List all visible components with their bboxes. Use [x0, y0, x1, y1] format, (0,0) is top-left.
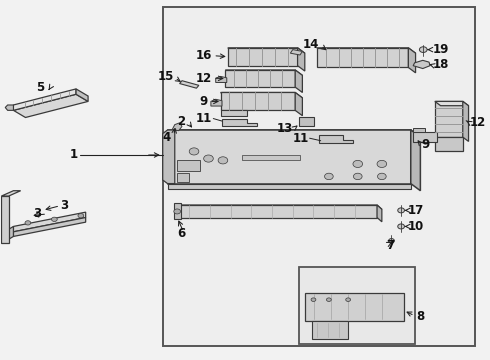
Bar — [163, 8, 475, 346]
Text: 15: 15 — [157, 70, 174, 83]
Circle shape — [326, 298, 331, 301]
Polygon shape — [216, 76, 227, 82]
Text: 10: 10 — [407, 220, 424, 233]
Text: 11: 11 — [196, 112, 212, 125]
Bar — [177, 160, 200, 171]
Circle shape — [218, 157, 228, 164]
Circle shape — [398, 224, 404, 229]
Polygon shape — [222, 118, 257, 126]
Polygon shape — [413, 132, 437, 142]
Polygon shape — [408, 48, 416, 73]
Text: 9: 9 — [421, 138, 430, 151]
Circle shape — [353, 173, 362, 180]
Bar — [299, 117, 315, 126]
Polygon shape — [317, 48, 416, 53]
Circle shape — [311, 298, 316, 301]
Polygon shape — [179, 205, 377, 217]
Bar — [242, 155, 300, 160]
Polygon shape — [13, 94, 88, 117]
Text: 7: 7 — [387, 239, 395, 252]
Polygon shape — [377, 205, 382, 222]
Polygon shape — [175, 130, 420, 137]
Polygon shape — [435, 102, 463, 137]
Text: 18: 18 — [433, 58, 449, 72]
Circle shape — [51, 217, 57, 221]
Polygon shape — [411, 130, 420, 191]
Circle shape — [174, 209, 180, 214]
Circle shape — [377, 160, 387, 167]
Polygon shape — [172, 123, 182, 131]
Circle shape — [398, 208, 404, 213]
Polygon shape — [13, 217, 86, 237]
Text: 6: 6 — [177, 227, 185, 240]
Text: 12: 12 — [469, 116, 486, 129]
Text: 5: 5 — [36, 81, 45, 94]
Polygon shape — [225, 70, 295, 87]
Text: 3: 3 — [60, 198, 68, 212]
Polygon shape — [13, 89, 76, 111]
Circle shape — [25, 221, 31, 225]
Polygon shape — [297, 48, 305, 71]
Text: 11: 11 — [293, 132, 309, 145]
Polygon shape — [228, 48, 297, 66]
Polygon shape — [1, 219, 13, 243]
Polygon shape — [179, 205, 382, 209]
Text: 13: 13 — [277, 122, 293, 135]
Polygon shape — [295, 93, 302, 116]
Polygon shape — [312, 321, 348, 339]
Circle shape — [204, 155, 213, 162]
Text: 17: 17 — [407, 204, 424, 217]
Polygon shape — [435, 137, 463, 152]
Text: 3: 3 — [33, 207, 41, 220]
Polygon shape — [413, 128, 425, 132]
Polygon shape — [13, 212, 86, 232]
Text: 12: 12 — [196, 72, 212, 85]
Polygon shape — [163, 130, 175, 184]
Text: 16: 16 — [196, 49, 212, 62]
Circle shape — [389, 239, 394, 243]
Text: 4: 4 — [163, 131, 171, 144]
Text: 9: 9 — [199, 95, 208, 108]
Polygon shape — [220, 93, 302, 98]
Polygon shape — [179, 81, 199, 88]
Polygon shape — [211, 99, 222, 106]
Polygon shape — [295, 70, 302, 93]
Bar — [177, 173, 189, 182]
Polygon shape — [225, 70, 302, 75]
Polygon shape — [174, 203, 181, 219]
Polygon shape — [76, 89, 88, 102]
Text: 14: 14 — [303, 38, 319, 51]
Text: 8: 8 — [416, 310, 425, 323]
Polygon shape — [228, 48, 305, 53]
Polygon shape — [413, 60, 430, 68]
Polygon shape — [291, 50, 302, 55]
Circle shape — [419, 47, 427, 53]
Polygon shape — [1, 191, 21, 196]
Polygon shape — [463, 102, 468, 141]
Circle shape — [189, 148, 199, 155]
Circle shape — [78, 213, 84, 218]
Bar — [299, 267, 415, 343]
Polygon shape — [317, 48, 408, 67]
Text: 1: 1 — [70, 148, 77, 162]
Circle shape — [353, 160, 363, 167]
Polygon shape — [5, 105, 13, 111]
Text: 2: 2 — [177, 114, 185, 127]
Polygon shape — [435, 102, 468, 106]
Polygon shape — [319, 135, 353, 143]
Circle shape — [346, 298, 350, 301]
Polygon shape — [220, 111, 247, 116]
Polygon shape — [220, 93, 295, 111]
Polygon shape — [305, 293, 404, 321]
Polygon shape — [1, 196, 9, 243]
Polygon shape — [168, 130, 411, 184]
Circle shape — [377, 173, 386, 180]
Text: 19: 19 — [433, 43, 449, 56]
Circle shape — [324, 173, 333, 180]
Polygon shape — [168, 184, 411, 189]
